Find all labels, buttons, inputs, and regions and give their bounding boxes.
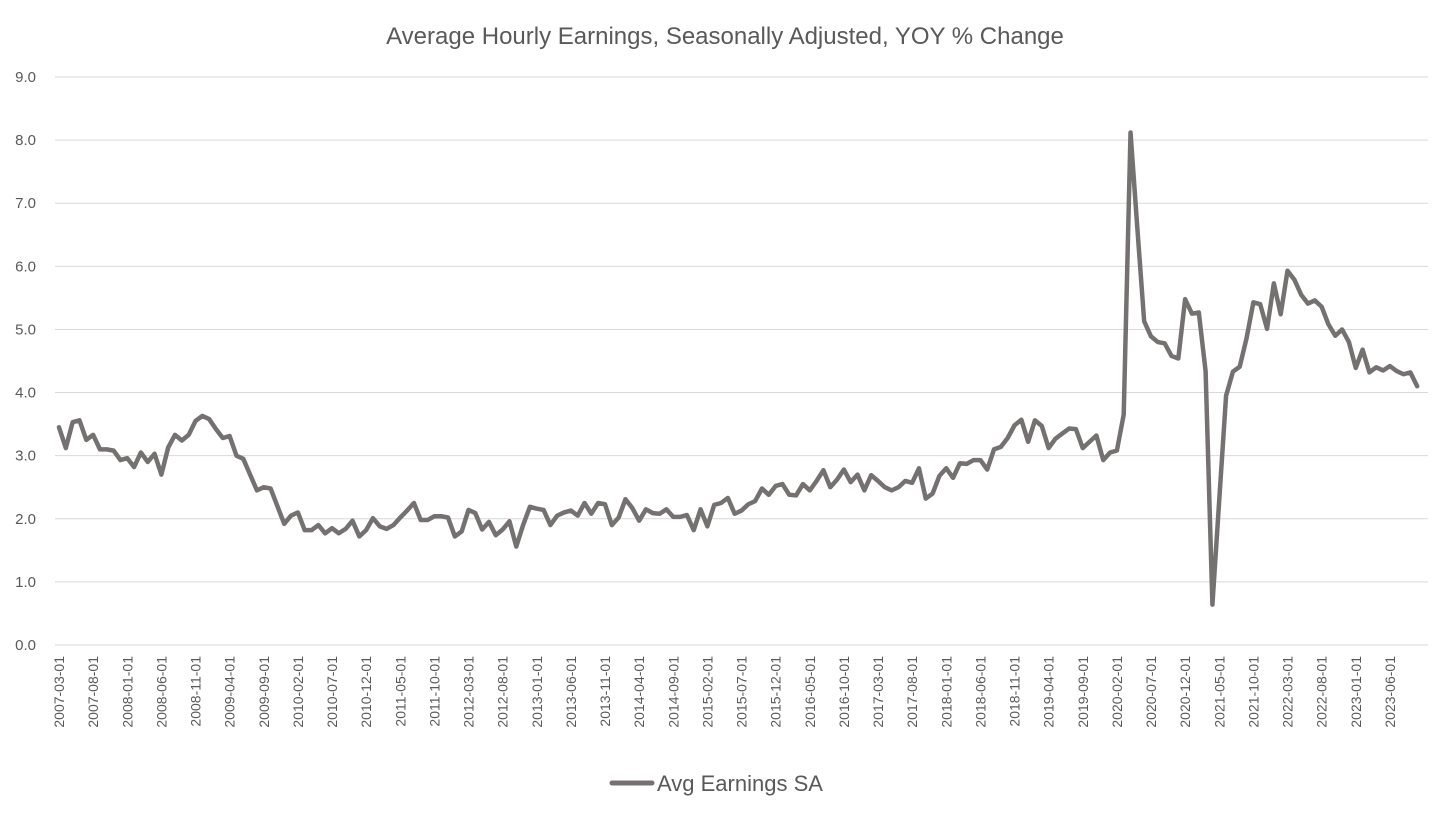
x-tick-label: 2020-07-01: [1143, 656, 1159, 728]
y-axis-ticks: 0.0 1.0 2.0 3.0 4.0 5.0 6.0 7.0 8.0 9.0: [15, 69, 36, 654]
x-tick-label: 2011-10-01: [426, 656, 442, 727]
legend: Avg Earnings SA: [609, 771, 823, 796]
x-tick-label: 2011-05-01: [392, 656, 408, 727]
x-tick-label: 2009-04-01: [222, 656, 238, 728]
x-tick-label: 2010-07-01: [324, 656, 340, 728]
x-tick-label: 2013-06-01: [563, 656, 579, 728]
y-tick-label: 1.0: [15, 574, 36, 591]
x-tick-label: 2022-03-01: [1280, 656, 1296, 728]
y-tick-label: 6.0: [15, 258, 36, 275]
x-tick-label: 2019-09-01: [1075, 656, 1091, 728]
x-tick-label: 2014-09-01: [665, 656, 681, 728]
x-tick-label: 2021-05-01: [1211, 656, 1227, 728]
x-tick-label: 2014-04-01: [631, 656, 647, 728]
y-tick-label: 4.0: [15, 385, 36, 402]
x-tick-label: 2008-11-01: [188, 656, 204, 727]
x-tick-label: 2008-06-01: [153, 656, 169, 728]
x-tick-label: 2017-08-01: [904, 656, 920, 728]
x-tick-label: 2016-10-01: [836, 656, 852, 728]
y-tick-label: 9.0: [15, 69, 36, 86]
x-tick-label: 2021-10-01: [1245, 656, 1261, 728]
x-tick-label: 2015-07-01: [734, 656, 750, 728]
x-tick-label: 2023-06-01: [1382, 656, 1398, 728]
series-line: [56, 130, 1420, 607]
gridlines: [55, 76, 1428, 646]
y-tick-label: 3.0: [15, 448, 36, 465]
y-tick-label: 8.0: [15, 132, 36, 149]
x-tick-label: 2023-01-01: [1348, 656, 1364, 728]
y-tick-label: 7.0: [15, 195, 36, 212]
x-tick-label: 2019-04-01: [1041, 656, 1057, 728]
x-tick-label: 2022-08-01: [1314, 656, 1330, 728]
legend-label: Avg Earnings SA: [657, 771, 823, 796]
x-tick-label: 2009-09-01: [256, 656, 272, 728]
chart-title: Average Hourly Earnings, Seasonally Adju…: [386, 23, 1064, 50]
y-tick-label: 2.0: [15, 511, 36, 528]
x-tick-label: 2010-02-01: [290, 656, 306, 728]
x-tick-label: 2020-12-01: [1177, 656, 1193, 728]
series-lines: [56, 130, 1420, 607]
x-tick-label: 2018-06-01: [972, 656, 988, 728]
x-tick-label: 2015-02-01: [699, 656, 715, 728]
x-tick-label: 2013-01-01: [529, 656, 545, 728]
x-tick-label: 2015-12-01: [768, 656, 784, 728]
x-tick-label: 2018-01-01: [938, 656, 954, 728]
x-tick-label: 2012-08-01: [495, 656, 511, 728]
x-tick-label: 2016-05-01: [802, 656, 818, 728]
x-axis-ticks: 2007-03-01 2007-08-01 2008-01-01 2008-06-01…: [51, 656, 1398, 728]
y-tick-label: 0.0: [15, 637, 36, 654]
x-tick-label: 2020-02-01: [1109, 656, 1125, 728]
x-tick-label: 2018-11-01: [1007, 656, 1023, 727]
x-tick-label: 2017-03-01: [870, 656, 886, 728]
x-tick-label: 2012-03-01: [461, 656, 477, 728]
y-tick-label: 5.0: [15, 321, 36, 338]
x-tick-label: 2013-11-01: [597, 656, 613, 727]
x-tick-label: 2007-08-01: [85, 656, 101, 728]
x-tick-label: 2008-01-01: [119, 656, 135, 728]
x-tick-label: 2007-03-01: [51, 656, 67, 728]
x-tick-label: 2010-12-01: [358, 656, 374, 728]
